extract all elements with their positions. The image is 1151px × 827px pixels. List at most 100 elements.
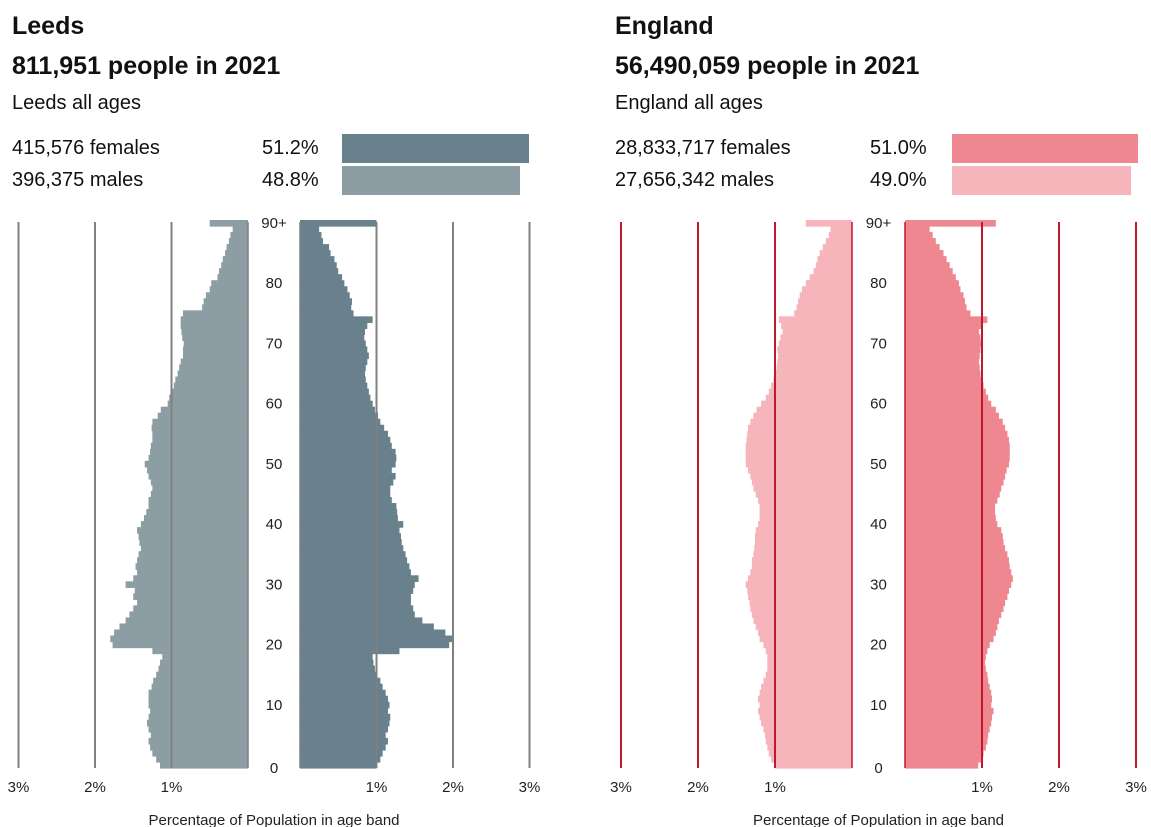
female-bar-age-38 — [300, 533, 401, 540]
male-bar-age-68 — [182, 352, 248, 360]
female-bar-age-67 — [300, 358, 368, 366]
female-bar-age-1 — [905, 755, 982, 763]
males-count: 396,375 males — [12, 169, 144, 191]
female-bar-age-49 — [300, 466, 392, 474]
female-bar-age-86 — [300, 244, 330, 251]
male-bar-age-21 — [110, 635, 248, 643]
female-bar-age-89 — [905, 226, 930, 233]
age-tick-label: 60 — [266, 396, 283, 413]
leeds-panel: Leeds 811,951 people in 2021 Leeds all a… — [0, 0, 560, 827]
male-bar-age-7 — [761, 719, 852, 727]
male-bar-age-16 — [158, 665, 248, 673]
male-bar-age-55 — [747, 430, 852, 438]
female-bar-age-6 — [905, 725, 990, 733]
female-bar-age-68 — [905, 352, 980, 360]
female-bar-age-87 — [300, 238, 323, 245]
female-bar-age-87 — [905, 238, 936, 245]
female-bar-age-83 — [300, 262, 337, 269]
male-bar-age-74 — [180, 316, 248, 323]
male-bar-age-77 — [203, 298, 248, 305]
female-bar-age-57 — [905, 418, 1003, 426]
male-bar-age-16 — [767, 665, 852, 673]
female-bar-age-7 — [905, 719, 992, 727]
male-bar-age-9 — [150, 707, 248, 715]
male-bar-age-39 — [137, 527, 248, 534]
female-bar-age-64 — [905, 376, 982, 384]
male-bar-age-8 — [148, 713, 248, 721]
female-bar-age-69 — [905, 346, 981, 354]
x-tick-label: 3% — [1125, 779, 1147, 796]
female-bar-age-14 — [905, 677, 989, 685]
england-panel: England 56,490,059 people in 2021 Englan… — [603, 0, 1151, 827]
female-bar-age-46 — [300, 484, 391, 492]
female-bar-age-28 — [905, 593, 1008, 600]
female-bar-age-37 — [905, 539, 1004, 546]
female-bar-age-53 — [300, 442, 392, 450]
male-bar-age-18 — [767, 653, 852, 661]
age-tick-label: 30 — [870, 576, 887, 593]
females-count: 415,576 females — [12, 137, 160, 159]
area-name: England — [615, 12, 714, 40]
england-population-pyramid: 3% 2% 1% 1% 2% 3% 0 10 20 30 40 50 60 70 80 90+ Percenta… — [610, 215, 1147, 827]
male-bar-age-8 — [759, 713, 852, 721]
male-bar-age-44 — [758, 497, 852, 504]
female-bar-age-69 — [300, 346, 368, 354]
females-share-bar — [342, 134, 529, 163]
male-bar-age-58 — [157, 412, 248, 420]
male-bar-age-24 — [753, 617, 852, 625]
female-bar-age-65 — [905, 370, 981, 378]
male-bar-age-40 — [140, 521, 248, 528]
female-bar-age-85 — [300, 250, 331, 257]
male-bar-age-11 — [148, 695, 248, 703]
male-bar-age-48 — [750, 472, 852, 480]
female-bar-age-26 — [905, 605, 1004, 613]
female-bar-age-88 — [905, 232, 933, 239]
female-bar-age-15 — [905, 671, 988, 679]
male-bar-age-33 — [751, 563, 852, 570]
male-bar-age-47 — [751, 478, 852, 486]
male-bar-age-30 — [745, 581, 852, 588]
male-bar-age-33 — [135, 563, 248, 570]
male-bar-age-87 — [825, 238, 852, 245]
female-bar-age-74 — [300, 316, 373, 323]
male-bar-age-22 — [758, 629, 852, 637]
female-bar-age-29 — [905, 587, 1009, 594]
female-bar-age-9 — [905, 707, 994, 715]
male-bar-age-56 — [151, 424, 248, 432]
female-bar-age-35 — [905, 551, 1008, 558]
male-bar-age-46 — [152, 484, 248, 492]
male-bar-age-1 — [771, 755, 852, 763]
male-bar-age-43 — [148, 503, 248, 510]
male-bar-age-53 — [150, 442, 248, 450]
female-bar-age-33 — [300, 563, 410, 570]
male-bar-age-27 — [137, 599, 248, 607]
female-bar-age-57 — [300, 418, 381, 426]
male-bar-age-41 — [759, 515, 852, 522]
male-bar-age-80 — [211, 280, 248, 287]
male-bar-age-41 — [143, 515, 248, 522]
female-bar-age-84 — [905, 256, 947, 263]
male-bar-age-72 — [782, 328, 852, 336]
female-bar-age-76 — [300, 304, 352, 311]
female-bar-age-12 — [300, 689, 386, 697]
female-bar-age-54 — [300, 436, 391, 444]
female-bar-age-78 — [905, 292, 964, 299]
female-bar-age-68 — [300, 352, 369, 360]
male-bar-age-86 — [822, 244, 852, 251]
male-bar-age-64 — [773, 376, 852, 384]
female-bar-age-45 — [905, 490, 1000, 498]
female-bar-age-60 — [300, 400, 373, 408]
male-bar-age-18 — [162, 653, 248, 661]
female-bar-age-56 — [905, 424, 1006, 432]
male-bar-age-53 — [745, 442, 852, 450]
female-bar-age-2 — [905, 749, 984, 757]
male-bar-age-49 — [748, 466, 852, 474]
male-bar-age-82 — [813, 268, 852, 275]
males-share-bar — [342, 166, 521, 195]
female-bar-age-88 — [300, 232, 322, 239]
female-bar-age-58 — [300, 412, 379, 420]
female-bar-age-9 — [300, 707, 388, 715]
x-tick-label: 3% — [610, 779, 632, 796]
female-bar-age-36 — [300, 545, 404, 552]
male-bar-age-52 — [745, 448, 852, 456]
